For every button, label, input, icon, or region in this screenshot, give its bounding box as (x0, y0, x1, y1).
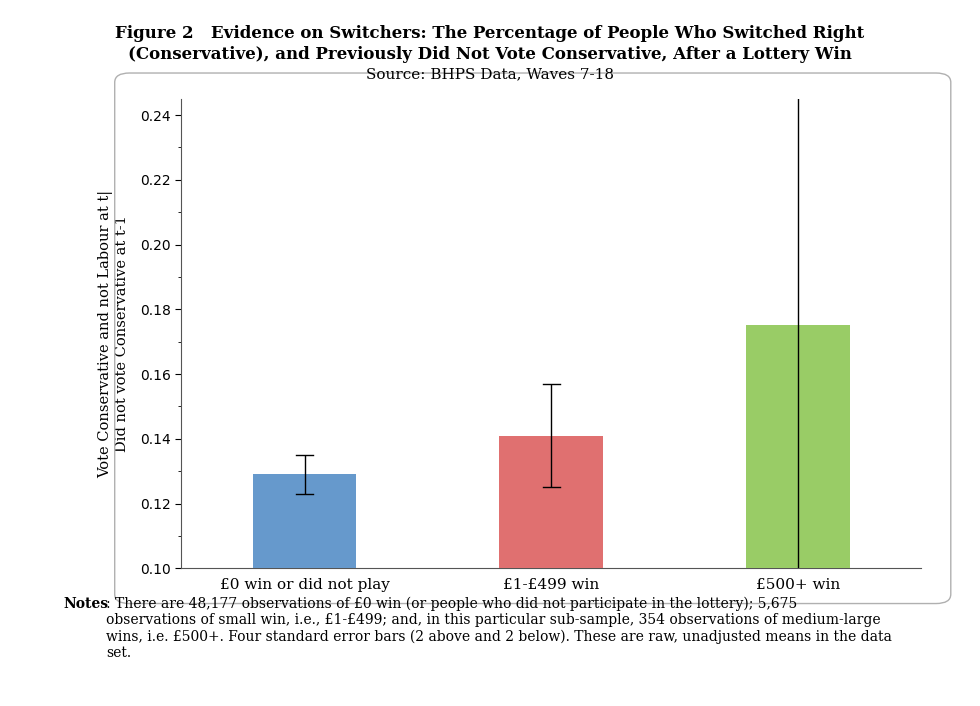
Bar (253, 474, 357, 706)
Bar (746, 325, 850, 706)
Text: Notes: Notes (64, 597, 109, 611)
Bar (500, 436, 603, 706)
Text: Figure 2   Evidence on Switchers: The Percentage of People Who Switched Right: Figure 2 Evidence on Switchers: The Perc… (116, 25, 864, 42)
Text: : There are 48,177 observations of £0 win (or people who did not participate in : : There are 48,177 observations of £0 wi… (106, 597, 892, 660)
Y-axis label: Vote Conservative and not Labour at t|
Did not vote Conservative at t-1: Vote Conservative and not Labour at t| D… (98, 189, 129, 478)
Text: (Conservative), and Previously Did Not Vote Conservative, After a Lottery Win: (Conservative), and Previously Did Not V… (128, 46, 852, 63)
Text: Source: BHPS Data, Waves 7-18: Source: BHPS Data, Waves 7-18 (366, 67, 614, 81)
